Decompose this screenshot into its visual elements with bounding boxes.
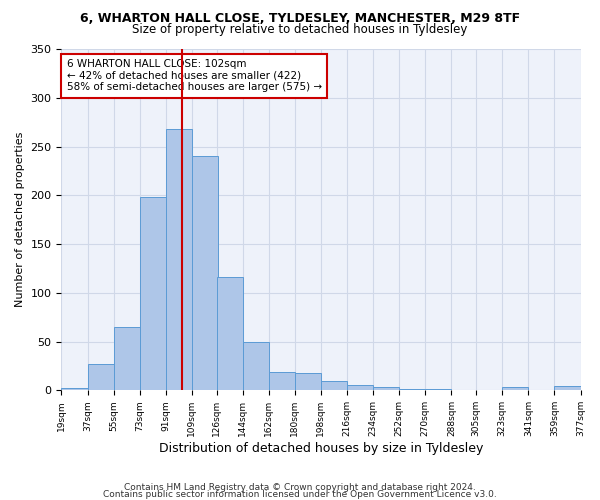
Bar (61, 388, 88, 390)
Bar (192, 156, 218, 390)
Bar (140, 197, 166, 390)
Bar (373, 388, 399, 390)
Bar (347, 386, 373, 390)
Text: Size of property relative to detached houses in Tyldesley: Size of property relative to detached ho… (133, 22, 467, 36)
Bar (554, 386, 581, 390)
Bar (502, 388, 529, 390)
Text: Contains HM Land Registry data © Crown copyright and database right 2024.: Contains HM Land Registry data © Crown c… (124, 484, 476, 492)
Bar (269, 372, 295, 390)
Bar (113, 327, 140, 390)
X-axis label: Distribution of detached houses by size in Tyldesley: Distribution of detached houses by size … (159, 442, 483, 455)
Text: 6 WHARTON HALL CLOSE: 102sqm
← 42% of detached houses are smaller (422)
58% of s: 6 WHARTON HALL CLOSE: 102sqm ← 42% of de… (67, 59, 322, 92)
Bar (295, 373, 321, 390)
Bar (217, 277, 242, 390)
Text: Contains public sector information licensed under the Open Government Licence v3: Contains public sector information licen… (103, 490, 497, 499)
Bar (88, 364, 113, 390)
Bar (242, 342, 269, 390)
Bar (321, 380, 347, 390)
Text: 6, WHARTON HALL CLOSE, TYLDESLEY, MANCHESTER, M29 8TF: 6, WHARTON HALL CLOSE, TYLDESLEY, MANCHE… (80, 12, 520, 26)
Y-axis label: Number of detached properties: Number of detached properties (15, 132, 25, 308)
Bar (166, 129, 192, 390)
